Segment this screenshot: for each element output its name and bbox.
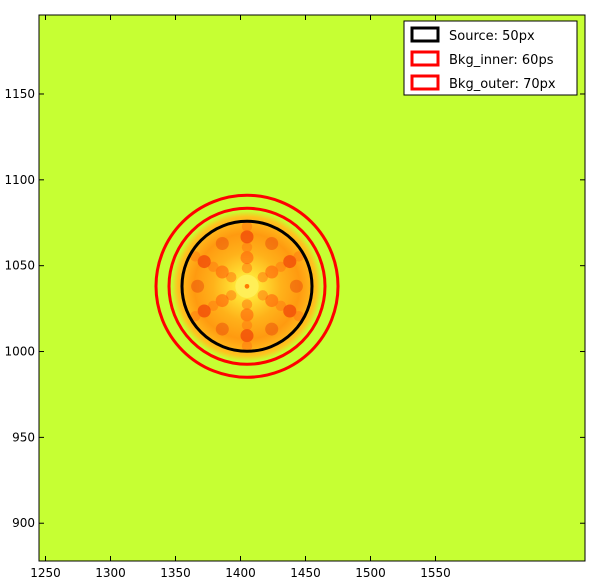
legend-swatch-bkg-inner — [410, 50, 440, 67]
psf-speckle — [283, 304, 297, 318]
psf-speckle — [241, 221, 253, 232]
psf-speckle — [197, 255, 211, 269]
psf-speckle — [241, 340, 253, 352]
legend-label-bkg-inner: Bkg_inner: 60ps — [449, 53, 554, 68]
psf-speckle — [275, 300, 286, 311]
psf-speckle — [293, 310, 304, 322]
x-tick-label: 1450 — [290, 566, 321, 580]
aperture-circle-1 — [167, 206, 327, 366]
legend-label-source: Source: 50px — [449, 29, 535, 44]
x-tick-label: 1500 — [355, 566, 386, 580]
psf-speckle — [275, 261, 286, 272]
legend-label-bkg-outer: Bkg_outer: 70px — [449, 77, 556, 92]
legend-swatch-source — [410, 26, 440, 43]
psf-speckle — [240, 308, 254, 322]
psf-speckle — [289, 279, 303, 293]
y-axis: 900 950 1000 1050 1100 1150 — [4, 87, 585, 530]
psf-speckle — [208, 300, 219, 311]
psf-speckle — [283, 255, 297, 269]
source-structure — [190, 221, 304, 352]
psf-speckle — [265, 322, 279, 336]
legend-swatch-bkg-outer — [410, 74, 440, 91]
psf-speckle — [283, 255, 297, 269]
psf-speckle — [226, 290, 237, 301]
legend-box — [403, 20, 578, 96]
psf-speckle — [265, 237, 279, 251]
psf-speckle — [240, 329, 254, 343]
psf-speckle — [265, 294, 279, 308]
psf-speckle — [215, 237, 229, 251]
psf-speckle — [191, 279, 205, 293]
psf-speckle — [240, 230, 254, 244]
psf-speckle — [257, 271, 268, 283]
x-tick-label: 1350 — [160, 566, 191, 580]
aperture-circle-0 — [180, 219, 314, 353]
y-tick-label: 1050 — [4, 259, 35, 273]
psf-speckle — [257, 290, 268, 301]
psf-speckle — [197, 255, 211, 269]
psf-speckle — [190, 310, 201, 322]
psf-speckle — [215, 265, 229, 279]
psf-speckle — [190, 251, 201, 262]
y-tick-label: 900 — [12, 516, 35, 530]
psf-speckle — [215, 294, 229, 308]
psf-speckle — [215, 322, 229, 336]
x-tick-label: 1400 — [225, 566, 256, 580]
psf-speckle — [265, 265, 279, 279]
psf-speckle — [197, 304, 211, 318]
psf-speckle — [240, 230, 254, 244]
y-tick-label: 1100 — [4, 173, 35, 187]
psf-speckle — [208, 261, 219, 272]
psf-speckle — [293, 251, 304, 262]
psf-speckle — [241, 320, 253, 331]
x-tick-label: 1300 — [95, 566, 126, 580]
aperture-circles — [154, 193, 340, 379]
plot-frame — [38, 14, 586, 562]
y-tick-label: 950 — [12, 430, 35, 444]
x-axis: 1250 1300 1350 1400 1450 1500 1550 — [30, 15, 451, 580]
x-tick-label: 1250 — [30, 566, 61, 580]
psf-speckle — [241, 242, 253, 253]
psf-speckle — [241, 262, 253, 274]
psf-speckle — [283, 304, 297, 318]
y-tick-label: 1150 — [4, 87, 35, 101]
legend: Source: 50px Bkg_inner: 60ps Bkg_outer: … — [403, 20, 578, 96]
source-center-spot — [244, 283, 250, 289]
psf-speckle — [240, 251, 254, 265]
x-tick-label: 1550 — [420, 566, 451, 580]
psf-speckle — [197, 304, 211, 318]
psf-speckle — [226, 271, 237, 283]
psf-speckle — [240, 329, 254, 343]
psf-speckle — [241, 299, 253, 310]
aperture-circle-2 — [154, 193, 340, 379]
y-tick-label: 1000 — [4, 345, 35, 359]
